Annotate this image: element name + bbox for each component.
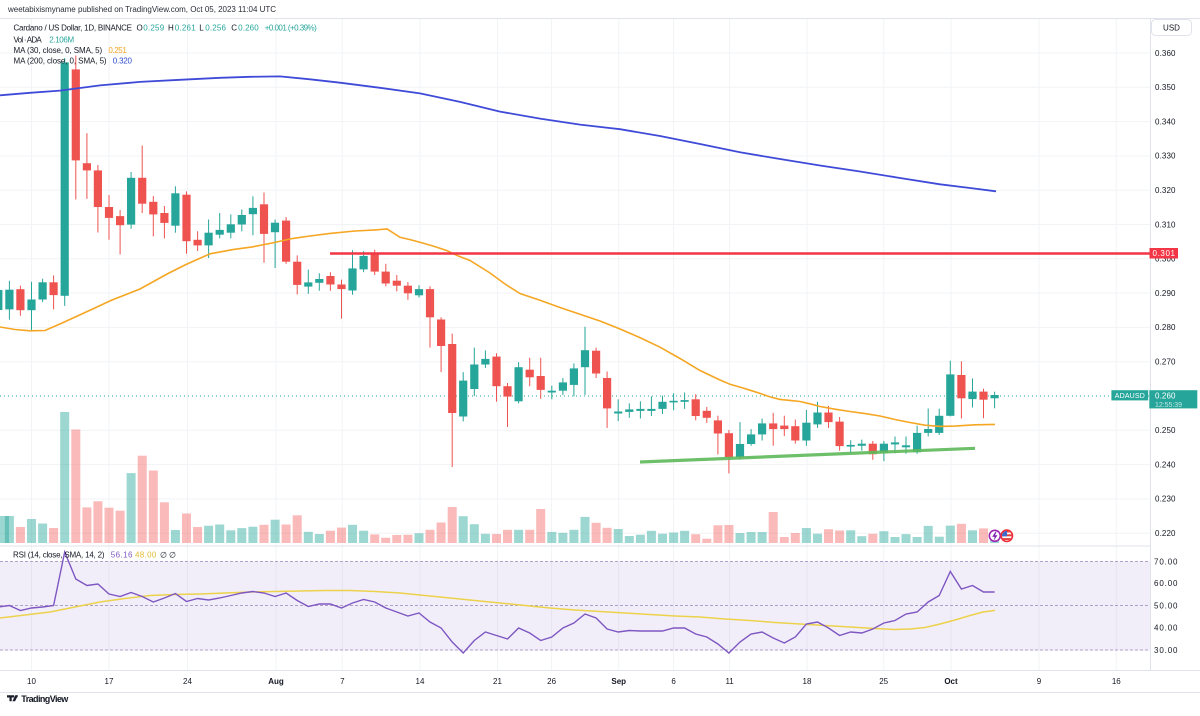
svg-text:26: 26	[547, 677, 556, 686]
svg-text:7: 7	[340, 677, 345, 686]
svg-text:TradingView: TradingView	[21, 694, 69, 704]
svg-text:0.320: 0.320	[1155, 186, 1176, 195]
svg-text:25: 25	[879, 677, 888, 686]
svg-text:24: 24	[183, 677, 192, 686]
svg-text:6: 6	[671, 677, 676, 686]
svg-text:12:55:39: 12:55:39	[1155, 402, 1182, 409]
svg-text:C: C	[231, 24, 237, 33]
svg-text:0.220: 0.220	[1155, 529, 1176, 538]
svg-text:Aug: Aug	[268, 677, 284, 686]
svg-text:MA (200, close, 0, SMA, 5): MA (200, close, 0, SMA, 5)	[14, 57, 107, 66]
svg-text:48.00: 48.00	[135, 551, 157, 560]
svg-text:0.300: 0.300	[1155, 255, 1176, 264]
svg-text:0.280: 0.280	[1155, 323, 1176, 332]
svg-text:0.350: 0.350	[1155, 83, 1176, 92]
svg-text:0.360: 0.360	[1155, 49, 1176, 58]
svg-text:Vol · ADA: Vol · ADA	[14, 35, 43, 44]
svg-text:+0.001 (+0.39%): +0.001 (+0.39%)	[265, 24, 317, 33]
svg-text:17: 17	[105, 677, 114, 686]
svg-text:0.260: 0.260	[1155, 392, 1176, 401]
svg-text:14: 14	[416, 677, 425, 686]
svg-text:∅: ∅	[169, 551, 176, 560]
svg-text:USD: USD	[1163, 24, 1180, 33]
svg-text:weetabixismyname published on: weetabixismyname published on TradingVie…	[7, 5, 276, 14]
svg-text:0.330: 0.330	[1155, 152, 1176, 161]
svg-text:50.00: 50.00	[1154, 601, 1178, 610]
svg-text:L: L	[199, 24, 204, 33]
svg-text:21: 21	[493, 677, 502, 686]
svg-text:60.00: 60.00	[1154, 579, 1178, 588]
svg-text:0.340: 0.340	[1155, 117, 1176, 126]
svg-text:0.230: 0.230	[1155, 495, 1176, 504]
svg-text:0.320: 0.320	[113, 57, 133, 66]
svg-text:16: 16	[1112, 677, 1121, 686]
svg-text:Sep: Sep	[611, 677, 626, 686]
svg-text:70.00: 70.00	[1154, 557, 1178, 566]
svg-text:O: O	[137, 24, 143, 33]
svg-text:0.240: 0.240	[1155, 460, 1176, 469]
svg-text:RSI (14, close, SMA, 14, 2): RSI (14, close, SMA, 14, 2)	[13, 551, 105, 560]
svg-text:Cardano / US Dollar, 1D, BINAN: Cardano / US Dollar, 1D, BINANCE	[14, 24, 133, 33]
svg-text:ADAUSD: ADAUSD	[1115, 393, 1145, 400]
svg-text:0.290: 0.290	[1155, 289, 1176, 298]
svg-text:30.00: 30.00	[1154, 646, 1178, 655]
svg-text:H: H	[168, 24, 174, 33]
svg-text:0.301: 0.301	[1153, 249, 1176, 258]
svg-text:0.260: 0.260	[238, 24, 259, 33]
svg-text:9: 9	[1037, 677, 1042, 686]
svg-text:11: 11	[725, 677, 734, 686]
svg-text:10: 10	[27, 677, 36, 686]
svg-text:0.270: 0.270	[1155, 358, 1176, 367]
svg-text:MA (30, close, 0, SMA, 5): MA (30, close, 0, SMA, 5)	[14, 46, 103, 55]
svg-text:0.256: 0.256	[205, 24, 226, 33]
svg-text:18: 18	[803, 677, 812, 686]
svg-text:0.310: 0.310	[1155, 220, 1176, 229]
svg-text:40.00: 40.00	[1154, 623, 1178, 632]
svg-text:0.259: 0.259	[143, 24, 165, 33]
svg-text:0.250: 0.250	[1155, 426, 1176, 435]
svg-text:0.261: 0.261	[175, 24, 197, 33]
svg-text:2.106M: 2.106M	[49, 35, 74, 44]
svg-text:0.251: 0.251	[108, 46, 127, 55]
svg-text:∅: ∅	[160, 551, 167, 560]
svg-text:Oct: Oct	[944, 677, 958, 686]
svg-text:56.16: 56.16	[111, 551, 133, 560]
